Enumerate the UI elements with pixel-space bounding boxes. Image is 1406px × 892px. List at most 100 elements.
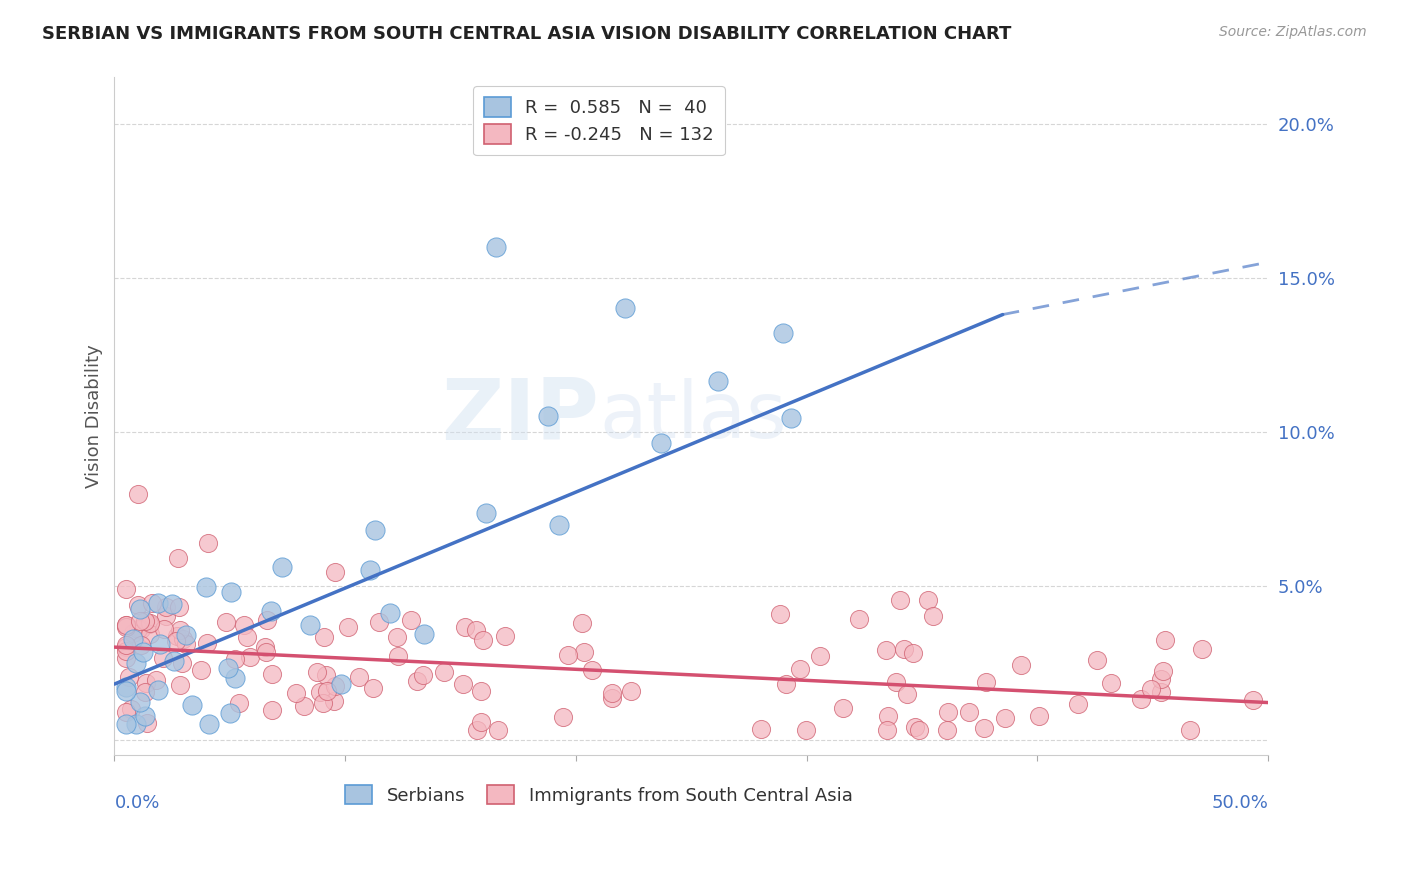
Point [148, 596, 170, 610]
Point [904, 720, 927, 734]
Point [406, 674, 429, 689]
Point [775, 677, 797, 691]
Point [936, 705, 959, 719]
Point [149, 638, 172, 652]
Point [893, 642, 915, 657]
Text: 0.0%: 0.0% [114, 794, 160, 812]
Point [292, 699, 315, 714]
Text: ZIP: ZIP [441, 375, 599, 458]
Point [219, 585, 242, 599]
Point [922, 608, 945, 623]
Text: Source: ZipAtlas.com: Source: ZipAtlas.com [1219, 25, 1367, 39]
Point [361, 681, 384, 695]
Point [134, 684, 156, 698]
Point [494, 629, 516, 643]
Point [170, 656, 193, 670]
Point [1178, 723, 1201, 738]
Point [129, 638, 152, 652]
Point [581, 663, 603, 677]
Point [155, 600, 177, 615]
Point [256, 645, 278, 659]
Point [886, 674, 908, 689]
Point [973, 721, 995, 735]
Point [169, 677, 191, 691]
Point [118, 670, 141, 684]
Point [323, 679, 346, 693]
Point [125, 717, 148, 731]
Point [115, 651, 138, 665]
Point [1150, 672, 1173, 686]
Point [875, 643, 897, 657]
Point [433, 665, 456, 680]
Point [115, 638, 138, 652]
Point [167, 550, 190, 565]
Point [166, 634, 188, 648]
Point [1085, 653, 1108, 667]
Point [219, 706, 242, 720]
Point [270, 559, 292, 574]
Point [152, 651, 174, 665]
Point [307, 665, 329, 680]
Point [122, 625, 145, 640]
Point [169, 623, 191, 637]
Point [330, 677, 353, 691]
Point [465, 723, 488, 738]
Point [399, 613, 422, 627]
Point [139, 615, 162, 630]
Point [465, 624, 488, 638]
Point [127, 623, 149, 637]
Point [1152, 664, 1174, 678]
Point [385, 630, 408, 644]
Point [195, 580, 218, 594]
Point [115, 684, 138, 698]
Point [233, 617, 256, 632]
Point [1067, 697, 1090, 711]
Point [215, 615, 238, 629]
Point [298, 618, 321, 632]
Point [848, 612, 870, 626]
Point [129, 622, 152, 636]
Point [794, 723, 817, 738]
Point [470, 714, 492, 729]
Point [115, 705, 138, 719]
Point [155, 609, 177, 624]
Point [454, 620, 477, 634]
Point [474, 506, 496, 520]
Point [138, 616, 160, 631]
Point [974, 674, 997, 689]
Point [380, 607, 402, 621]
Point [115, 617, 138, 632]
Point [1129, 691, 1152, 706]
Point [614, 301, 637, 316]
Point [896, 686, 918, 700]
Point [228, 696, 250, 710]
Point [224, 652, 246, 666]
Point [451, 676, 474, 690]
Point [134, 709, 156, 723]
Point [198, 717, 221, 731]
Point [936, 723, 959, 738]
Point [1153, 632, 1175, 647]
Point [285, 686, 308, 700]
Point [260, 604, 283, 618]
Point [1150, 685, 1173, 699]
Point [128, 695, 150, 709]
Point [141, 597, 163, 611]
Point [486, 723, 509, 738]
Point [135, 675, 157, 690]
Text: atlas: atlas [599, 378, 786, 454]
Point [131, 645, 153, 659]
Point [136, 716, 159, 731]
Point [772, 326, 794, 340]
Point [470, 683, 492, 698]
Point [180, 698, 202, 712]
Point [315, 668, 337, 682]
Point [1191, 641, 1213, 656]
Point [650, 436, 672, 450]
Point [1241, 693, 1264, 707]
Point [129, 601, 152, 615]
Point [323, 566, 346, 580]
Point [387, 649, 409, 664]
Point [876, 709, 898, 723]
Point [832, 701, 855, 715]
